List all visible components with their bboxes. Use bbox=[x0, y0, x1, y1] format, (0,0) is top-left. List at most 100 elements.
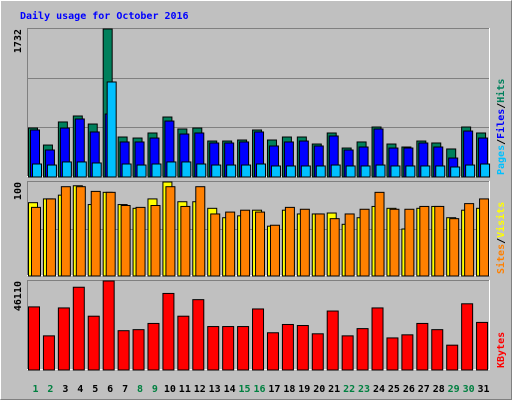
x-tick-label: 25 bbox=[388, 384, 400, 395]
y-tick-label: 46110 bbox=[13, 281, 24, 311]
bar bbox=[269, 224, 280, 277]
legend-separator: / bbox=[496, 238, 507, 244]
bar bbox=[195, 186, 206, 277]
x-tick-label: 11 bbox=[179, 384, 191, 395]
bar bbox=[330, 164, 341, 178]
bar bbox=[241, 164, 252, 178]
legend-entry: KBytes bbox=[496, 332, 507, 368]
bar bbox=[435, 165, 446, 178]
x-tick-label: 19 bbox=[298, 384, 310, 395]
x-tick-label: 30 bbox=[463, 384, 475, 395]
bar bbox=[252, 308, 265, 371]
x-tick-label: 26 bbox=[403, 384, 415, 395]
bar bbox=[431, 329, 444, 371]
bar bbox=[136, 164, 147, 178]
x-tick-label: 13 bbox=[209, 384, 221, 395]
bar bbox=[121, 163, 132, 178]
bar bbox=[211, 164, 222, 178]
x-tick-label: 2 bbox=[47, 384, 53, 395]
bar bbox=[450, 166, 461, 178]
x-tick-label: 15 bbox=[239, 384, 251, 395]
bar bbox=[87, 315, 100, 371]
bar bbox=[31, 206, 41, 277]
bar bbox=[166, 161, 177, 178]
legend-entry: Files bbox=[495, 109, 507, 139]
bar bbox=[281, 323, 294, 371]
bar bbox=[300, 165, 311, 178]
x-tick-label: 7 bbox=[122, 384, 128, 395]
bar bbox=[256, 163, 267, 178]
bar bbox=[105, 191, 116, 277]
bar bbox=[465, 164, 476, 178]
legend-separator: / bbox=[496, 103, 507, 109]
bar bbox=[117, 330, 130, 371]
bar bbox=[449, 218, 460, 277]
x-tick-label: 14 bbox=[224, 384, 236, 395]
x-tick-label: 29 bbox=[448, 384, 460, 395]
panel-edge-dark bbox=[27, 28, 490, 177]
bar bbox=[371, 307, 384, 371]
legend: Sites/Visits bbox=[495, 202, 507, 274]
bar bbox=[240, 209, 251, 277]
bar bbox=[360, 165, 371, 178]
bar bbox=[165, 186, 176, 277]
x-tick-label: 4 bbox=[77, 384, 83, 395]
bar bbox=[285, 165, 296, 178]
x-tick-label: 10 bbox=[164, 384, 176, 395]
x-tick-label: 1 bbox=[32, 384, 38, 395]
bar bbox=[374, 191, 385, 277]
bar bbox=[479, 198, 490, 277]
bar bbox=[284, 206, 295, 277]
bar bbox=[102, 280, 115, 371]
x-tick-label: 28 bbox=[433, 384, 445, 395]
bar bbox=[356, 328, 369, 371]
x-tick-label: 21 bbox=[328, 384, 340, 395]
x-tick-label: 9 bbox=[152, 384, 158, 395]
bar bbox=[181, 161, 192, 178]
bar bbox=[405, 165, 416, 178]
legend-separator: / bbox=[496, 139, 507, 145]
x-tick-label: 22 bbox=[343, 384, 355, 395]
bar bbox=[106, 81, 117, 178]
bar bbox=[389, 208, 400, 277]
bar bbox=[375, 164, 386, 178]
x-tick-label: 24 bbox=[373, 384, 385, 395]
bar bbox=[76, 161, 87, 178]
bar bbox=[420, 165, 431, 178]
bar bbox=[42, 335, 55, 371]
x-tick-label: 5 bbox=[92, 384, 98, 395]
x-tick-label: 17 bbox=[268, 384, 280, 395]
bar bbox=[315, 165, 326, 178]
bar bbox=[345, 165, 356, 178]
bar bbox=[120, 205, 131, 277]
x-tick-label: 18 bbox=[283, 384, 295, 395]
legend-entry: Pages bbox=[496, 145, 507, 175]
bar bbox=[226, 164, 237, 178]
legend: Pages/Files/Hits bbox=[495, 79, 507, 175]
bar bbox=[237, 326, 250, 371]
bar bbox=[91, 162, 102, 178]
bar bbox=[344, 213, 355, 277]
x-tick-label: 20 bbox=[313, 384, 325, 395]
x-tick-label: 16 bbox=[253, 384, 265, 395]
bar bbox=[135, 206, 146, 277]
bar bbox=[180, 205, 191, 277]
bar bbox=[419, 205, 430, 277]
bar bbox=[359, 208, 370, 277]
bar bbox=[311, 333, 324, 371]
x-tick-label: 6 bbox=[107, 384, 113, 395]
x-tick-label: 27 bbox=[418, 384, 430, 395]
x-tick-label: 23 bbox=[358, 384, 370, 395]
bar bbox=[480, 163, 491, 178]
bar bbox=[90, 190, 101, 277]
bar bbox=[255, 211, 266, 277]
x-tick-label: 8 bbox=[137, 384, 143, 395]
y-tick-label: 1732 bbox=[13, 29, 24, 53]
bar bbox=[32, 163, 42, 178]
bar bbox=[132, 329, 145, 371]
bar bbox=[207, 326, 220, 371]
bar bbox=[151, 163, 162, 178]
bar bbox=[60, 186, 71, 277]
